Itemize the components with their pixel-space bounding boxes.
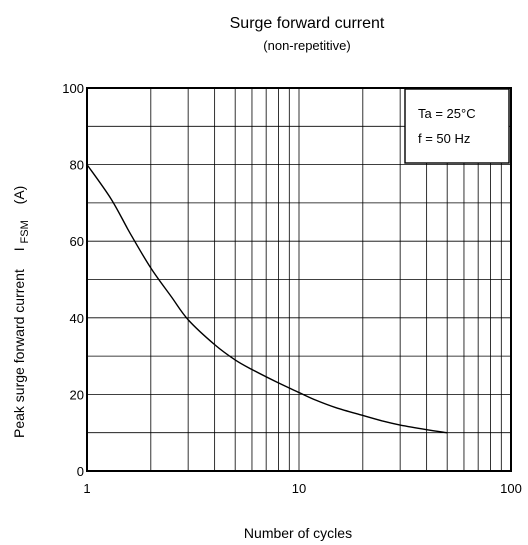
chart-title: Surge forward current	[230, 15, 385, 32]
frequency-annotation: f = 50 Hz	[418, 131, 470, 146]
svg-text:Peak surge forward current: Peak surge forward current I FSM (A)	[11, 186, 31, 438]
y-axis-symbol: I	[11, 247, 27, 251]
y-tick-label: 100	[62, 81, 84, 96]
y-axis-subscript: FSM	[19, 220, 31, 243]
y-axis-unit: (A)	[11, 186, 27, 205]
y-axis-label-main: Peak surge forward current	[11, 269, 27, 438]
chart-subtitle: (non-repetitive)	[263, 38, 350, 53]
conditions-box	[404, 88, 510, 164]
y-tick-label: 40	[70, 311, 84, 326]
plot-frame	[86, 87, 512, 472]
y-axis-label: Peak surge forward current I FSM (A)	[11, 186, 31, 438]
x-axis-label: Number of cycles	[244, 525, 352, 541]
temperature-annotation: Ta = 25°C	[418, 106, 476, 121]
x-tick-label: 1	[83, 481, 90, 496]
y-tick-label: 60	[70, 234, 84, 249]
y-tick-label: 80	[70, 158, 84, 173]
y-tick-label: 20	[70, 387, 84, 402]
y-tick-label: 0	[77, 464, 84, 479]
x-tick-label: 100	[500, 481, 522, 496]
conditions-legend: Ta = 25°C f = 50 Hz	[404, 88, 510, 164]
surge-current-curve	[86, 164, 448, 434]
x-tick-label: 10	[292, 481, 306, 496]
tick-labels: 1 10 100 0 20 40 60 80 100	[62, 81, 522, 496]
